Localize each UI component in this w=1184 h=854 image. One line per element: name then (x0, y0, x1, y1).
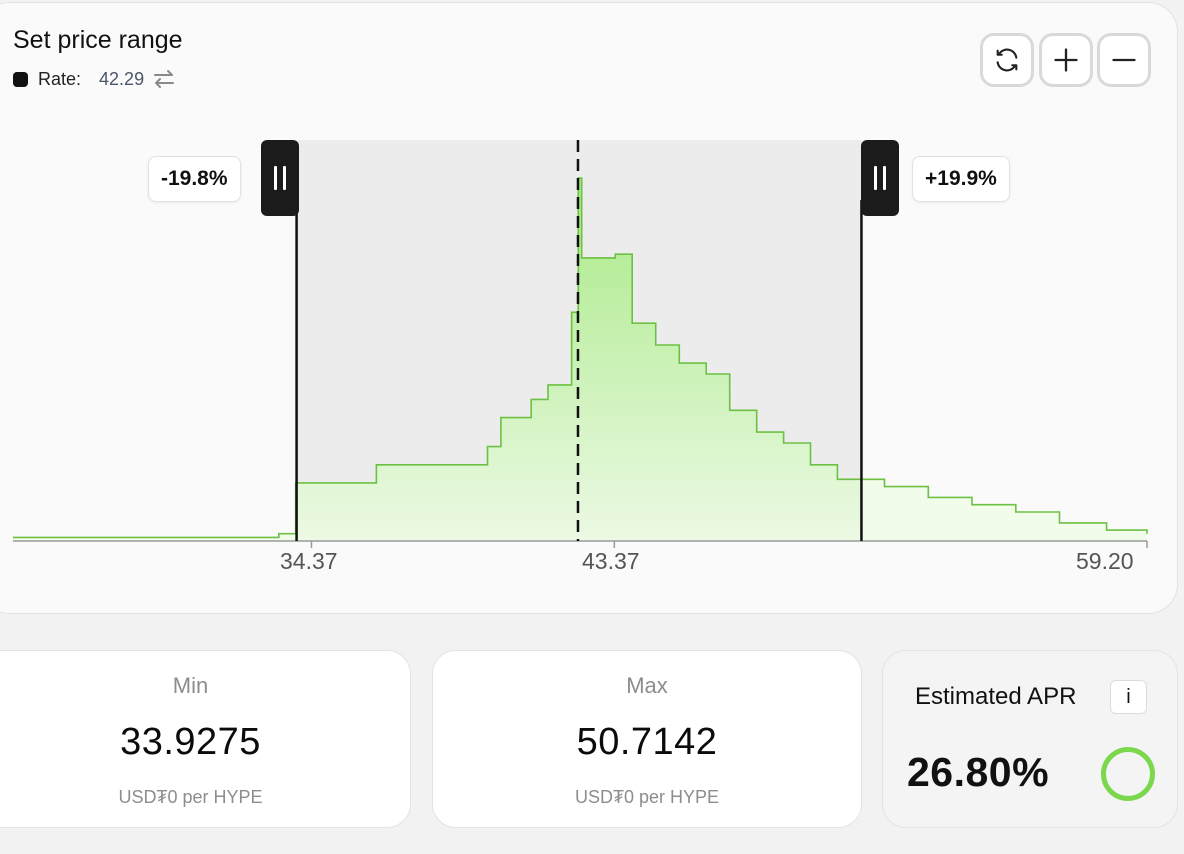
zoom-in-button[interactable] (1039, 33, 1093, 87)
handle-grip-icon (883, 166, 886, 190)
max-percent-label: +19.9% (912, 156, 1010, 202)
plus-icon (1054, 48, 1078, 72)
rate-row: Rate: 42.29 (13, 66, 176, 92)
min-unit: USD₮0 per HYPE (118, 787, 263, 807)
page-title: Set price range (13, 26, 183, 54)
estimated-apr-card: Estimated APR i 26.80% (882, 650, 1178, 828)
handle-grip-icon (283, 166, 286, 190)
min-percent-label: -19.8% (148, 156, 241, 202)
handle-grip-icon (274, 166, 277, 190)
liquidity-line (13, 177, 1148, 539)
x-tick-label: 43.37 (582, 548, 640, 574)
zoom-out-button[interactable] (1097, 33, 1151, 87)
info-button[interactable]: i (1110, 680, 1147, 714)
x-tick-label: 59.20 (1076, 548, 1134, 574)
max-label: Max (626, 673, 668, 698)
apr-value: 26.80% (907, 749, 1050, 795)
x-tick-label: 34.37 (280, 548, 338, 574)
rate-label: Rate: (38, 68, 82, 89)
max-range-handle[interactable] (861, 140, 899, 216)
min-range-handle[interactable] (261, 140, 299, 216)
rate-value: 42.29 (99, 68, 145, 89)
min-price-card[interactable]: Min 33.9275 USD₮0 per HYPE (0, 650, 411, 828)
max-unit: USD₮0 per HYPE (574, 787, 720, 807)
max-value[interactable]: 50.7142 (576, 721, 718, 763)
liquidity-chart[interactable] (0, 0, 1184, 600)
swap-icon[interactable] (152, 67, 176, 91)
min-label: Min (172, 673, 209, 698)
min-value[interactable]: 33.9275 (120, 721, 261, 763)
handle-grip-icon (874, 166, 877, 190)
apr-status-ring-icon (1101, 747, 1155, 801)
apr-title: Estimated APR (915, 683, 1077, 710)
rate-dot-icon (13, 71, 28, 87)
max-price-card[interactable]: Max 50.7142 USD₮0 per HYPE (432, 650, 862, 828)
refresh-button[interactable] (980, 33, 1034, 87)
refresh-icon (996, 48, 1018, 72)
minus-icon (1112, 58, 1136, 62)
